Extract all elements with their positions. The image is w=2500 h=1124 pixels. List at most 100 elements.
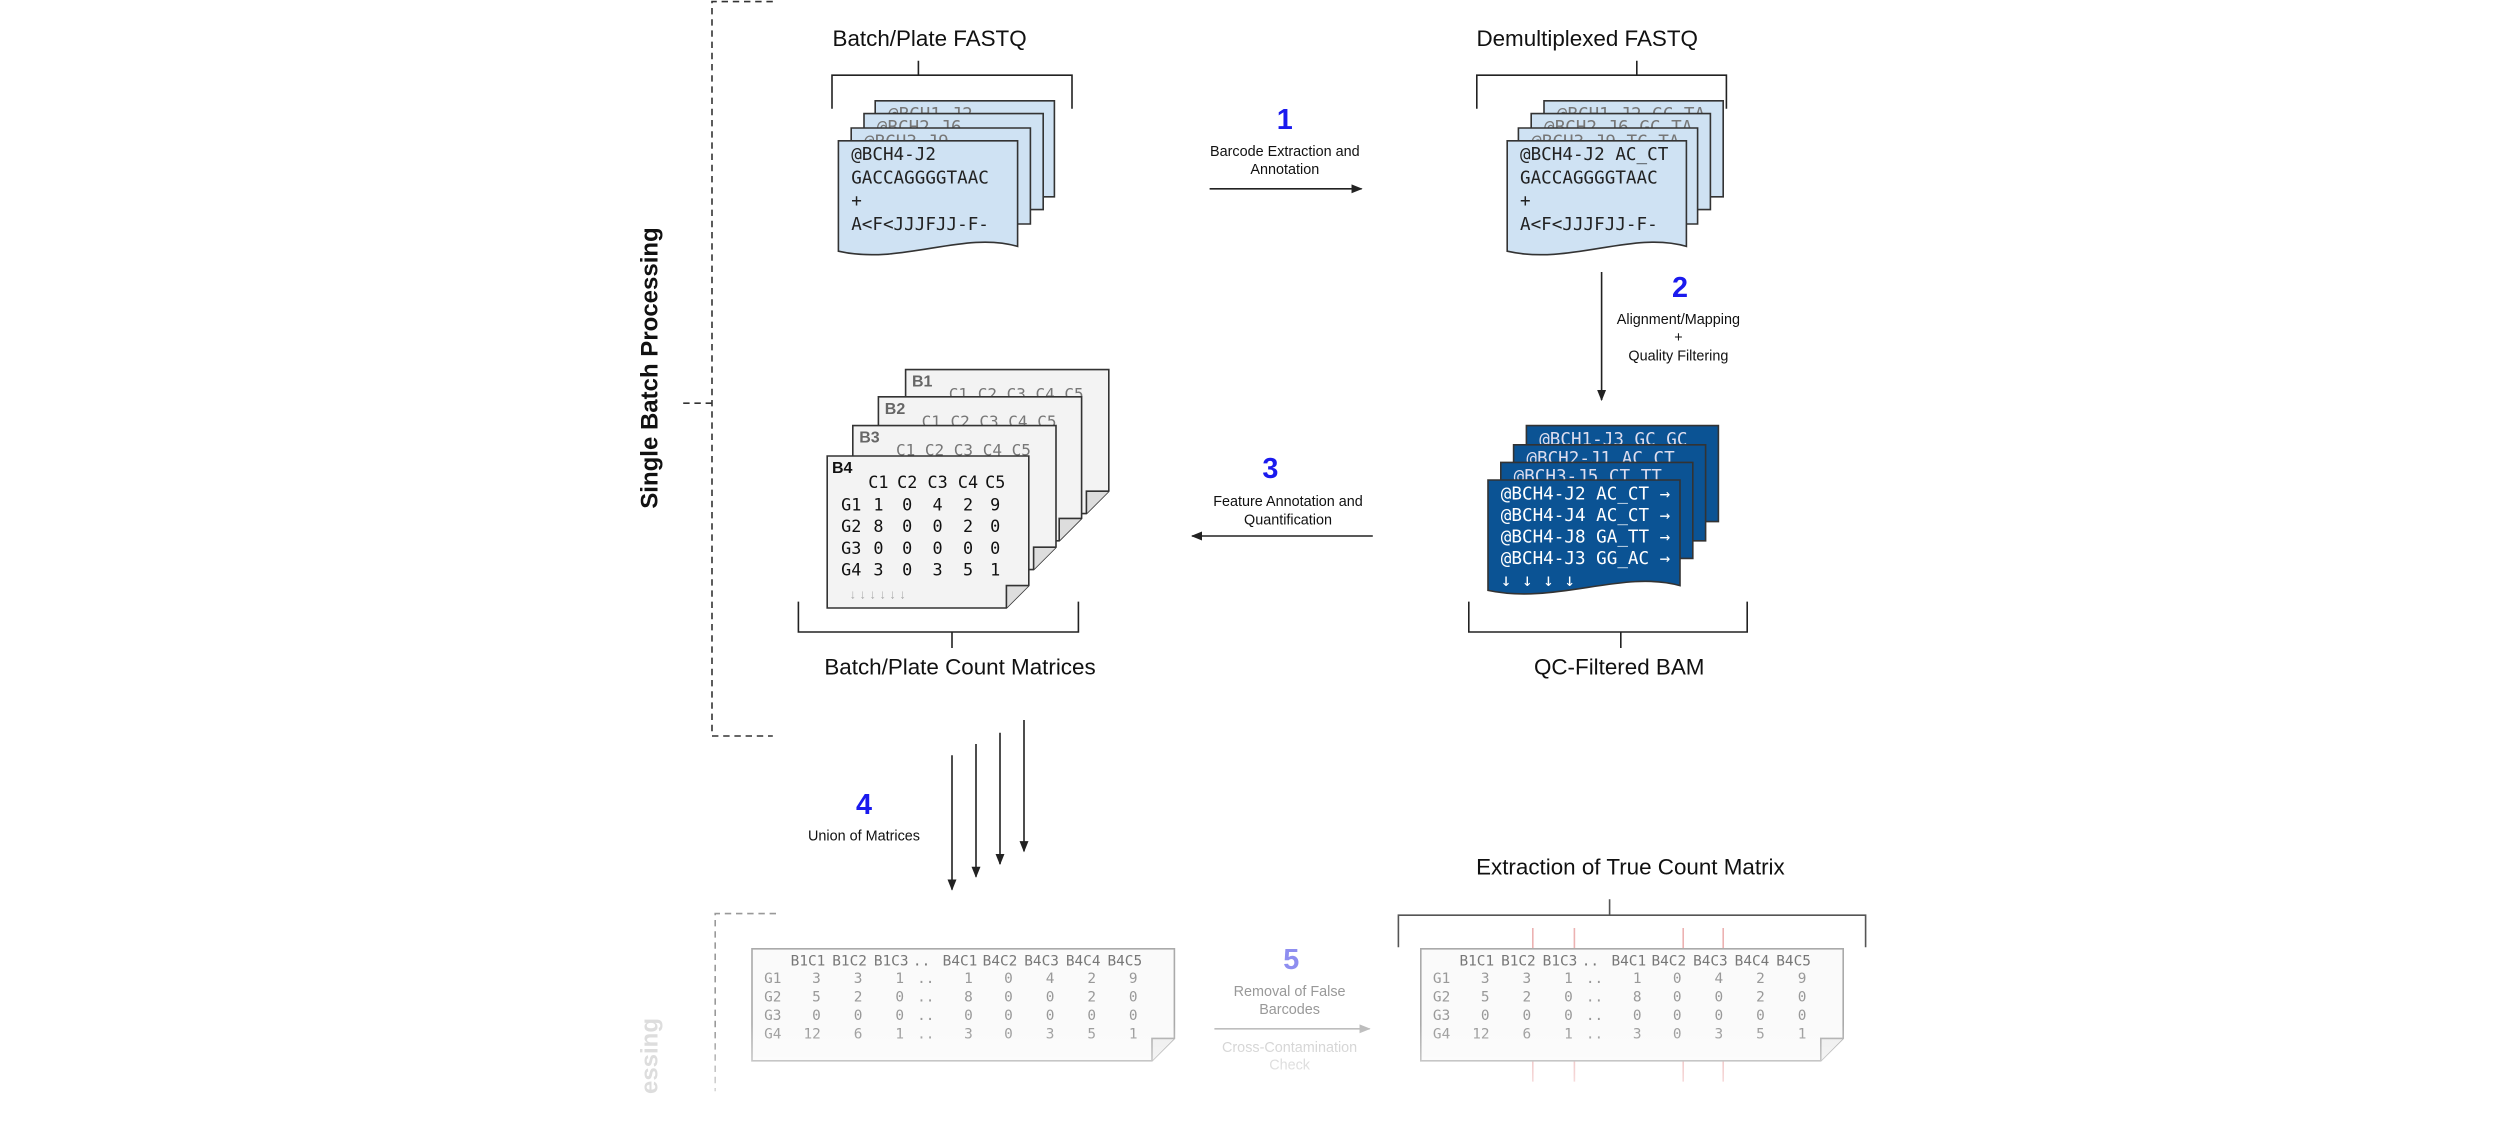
cell: 9	[990, 495, 1000, 515]
card-label: B1	[912, 374, 933, 391]
col-header: B4C3	[1024, 954, 1059, 970]
col-header: B4C5	[1776, 954, 1811, 970]
cell: 2	[1756, 990, 1765, 1006]
cell: 4	[1715, 971, 1724, 987]
step-number: 3	[1262, 453, 1278, 485]
cell: 0	[1564, 990, 1573, 1006]
cell: 3	[812, 971, 821, 987]
cell: 0	[812, 1008, 821, 1024]
cell: 0	[902, 516, 912, 536]
label: Extraction of True Count Matrix	[1476, 855, 1785, 880]
cell: G1	[841, 495, 861, 515]
cell: 8	[873, 516, 883, 536]
cell: 5	[1481, 990, 1490, 1006]
cell: 0	[990, 538, 1000, 558]
cell: 0	[1798, 990, 1807, 1006]
cell: 1	[1633, 971, 1642, 987]
cell: G3	[1433, 1008, 1450, 1024]
cell: 1	[1564, 971, 1573, 987]
step-label: Quality Filtering	[1628, 349, 1728, 365]
node-title: Demultiplexed FASTQ	[1476, 26, 1698, 51]
cell: 0	[873, 538, 883, 558]
col-header: B4C5	[1107, 954, 1142, 970]
cell: 0	[902, 495, 912, 515]
col-header: B4C1	[1611, 954, 1646, 970]
card-line: A<F<JJJFJJ-F-	[851, 215, 989, 235]
cell: 2	[1087, 971, 1096, 987]
col-header: C1	[868, 472, 888, 492]
cell: G2	[1433, 990, 1450, 1006]
cell: 0	[854, 1008, 863, 1024]
col-header: B1C3	[1543, 954, 1578, 970]
cell: 4	[1046, 971, 1055, 987]
cell: 5	[812, 990, 821, 1006]
fade-overlay	[704, 1024, 1920, 1124]
card-label: B3	[859, 430, 880, 447]
cell: 9	[1129, 971, 1138, 987]
cell: 0	[1046, 990, 1055, 1006]
cell: 0	[895, 1008, 904, 1024]
step-label: Barcodes	[1259, 1002, 1320, 1018]
cell: 0	[1129, 990, 1138, 1006]
cell: 0	[963, 538, 973, 558]
cell: 2	[963, 495, 973, 515]
cell: 1	[964, 971, 973, 987]
col-header: B4C2	[983, 954, 1018, 970]
cell: G2	[764, 990, 781, 1006]
step-label: Union of Matrices	[808, 829, 920, 845]
step-label: Annotation	[1250, 162, 1319, 178]
card-line: @BCH4-J4 AC_CT →	[1501, 506, 1671, 526]
cell: G4	[841, 559, 861, 579]
cell: 3	[933, 559, 943, 579]
col-header: B1C1	[791, 954, 826, 970]
cell: 0	[1798, 1008, 1807, 1024]
cell: 0	[1756, 1008, 1765, 1024]
card	[837, 140, 1019, 256]
fold	[1005, 584, 1029, 608]
cell: 0	[1481, 1008, 1490, 1024]
card-line: @BCH4-J8 GA_TT →	[1501, 528, 1671, 548]
bracket	[1468, 601, 1748, 648]
step-number: 1	[1277, 104, 1293, 136]
cell: 0	[1673, 1008, 1682, 1024]
cell: ..	[917, 1008, 934, 1024]
card-line: A<F<JJJFJJ-F-	[1520, 215, 1658, 235]
card-label: B2	[885, 401, 906, 418]
step-label: Feature Annotation and	[1213, 494, 1363, 510]
cell: 0	[990, 516, 1000, 536]
cell: 0	[1004, 990, 1013, 1006]
card-line: +	[851, 192, 862, 212]
step-label: Alignment/Mapping	[1617, 312, 1740, 328]
col-header: B1C1	[1459, 954, 1494, 970]
cell: 0	[1673, 971, 1682, 987]
cell: 3	[1481, 971, 1490, 987]
col-header: B4C1	[943, 954, 978, 970]
cell: 2	[1756, 971, 1765, 987]
cell: G3	[764, 1008, 781, 1024]
bracket	[831, 60, 1073, 109]
card-line: GACCAGGGGTAAC	[1520, 168, 1658, 188]
col-header: B4C4	[1066, 954, 1101, 970]
cell: 0	[1715, 990, 1724, 1006]
card-label: B4	[832, 460, 853, 477]
node-title: Batch/Plate FASTQ	[833, 26, 1027, 51]
cell: 0	[1715, 1008, 1724, 1024]
cell: 0	[1673, 990, 1682, 1006]
step-label: Removal of False	[1234, 984, 1346, 1000]
cell: ..	[917, 971, 934, 987]
col-header: ..	[1582, 954, 1599, 970]
card-line: @BCH4-J2	[851, 145, 936, 165]
col-header: B4C3	[1693, 954, 1728, 970]
cell: 0	[1523, 1008, 1532, 1024]
col-header: C4	[958, 472, 978, 492]
col-header: C2	[897, 472, 917, 492]
node-title: QC-Filtered BAM	[1534, 655, 1704, 680]
cell: 0	[1129, 1008, 1138, 1024]
cell: 8	[964, 990, 973, 1006]
card-line: @BCH4-J2 AC_CT →	[1501, 484, 1671, 504]
cell: 0	[1087, 1008, 1096, 1024]
card-line: +	[1520, 192, 1531, 212]
step-label: Barcode Extraction and	[1210, 144, 1360, 160]
step-number: 5	[1283, 944, 1299, 976]
